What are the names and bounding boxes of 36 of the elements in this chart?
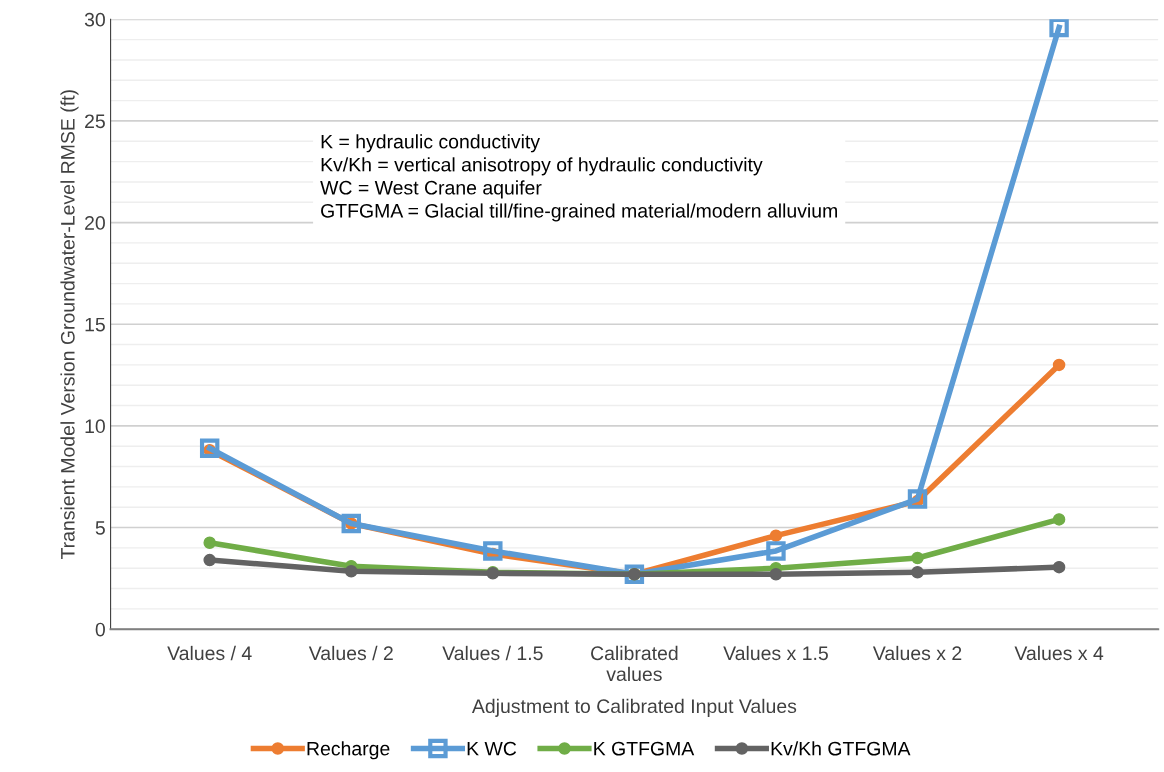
point [203, 536, 216, 550]
point [1052, 560, 1066, 574]
x-tick-label: Values / 1.5 [442, 645, 543, 661]
point [344, 564, 358, 578]
x-tick-label: Values x 1.5 [723, 645, 828, 661]
point [911, 566, 924, 579]
legend-label: Recharge [307, 741, 390, 760]
legend-label: K WC [467, 741, 517, 756]
y-tick-label: 0 [95, 622, 105, 637]
legend-label: K GTFGMA [594, 741, 695, 756]
point [907, 489, 928, 509]
point [911, 551, 924, 565]
x-axis-title: Adjustment to Calibrated Input Values [471, 698, 797, 717]
point [769, 568, 783, 581]
x-tick-label: Values / 4 [167, 645, 252, 661]
point [769, 529, 783, 542]
point [1052, 513, 1066, 526]
point [766, 541, 786, 561]
annotation: K = hydraulic conductivity Kv/Kh = vertical anisotropy of hydraulic conductivity WC = West Crane aquifer GTFGMA = Glacial till/fine-grained material/modern alluvium [320, 134, 837, 222]
x-tick-label: Values x 2 [872, 645, 962, 661]
y-axis-title: Transient Model Version Groundwater-Level RMSE (ft) [60, 90, 79, 560]
point [199, 438, 220, 458]
point [1052, 358, 1066, 372]
x-tick-label: Calibrated values [591, 645, 678, 682]
x-tick-label: Values / 2 [308, 645, 393, 661]
y-tick-label: 5 [95, 521, 105, 535]
y-tick-label: 10 [85, 419, 105, 434]
y-tick-label: 30 [84, 12, 105, 27]
point [483, 541, 503, 561]
y-tick-label: 25 [85, 114, 105, 129]
point [1049, 19, 1069, 38]
legend-label: Kv/Kh GTFGMA [771, 741, 911, 756]
point [203, 553, 216, 567]
x-tick-label: Values x 4 [1014, 645, 1104, 661]
y-tick-label: 15 [85, 317, 105, 332]
y-tick-label: 20 [85, 216, 105, 230]
